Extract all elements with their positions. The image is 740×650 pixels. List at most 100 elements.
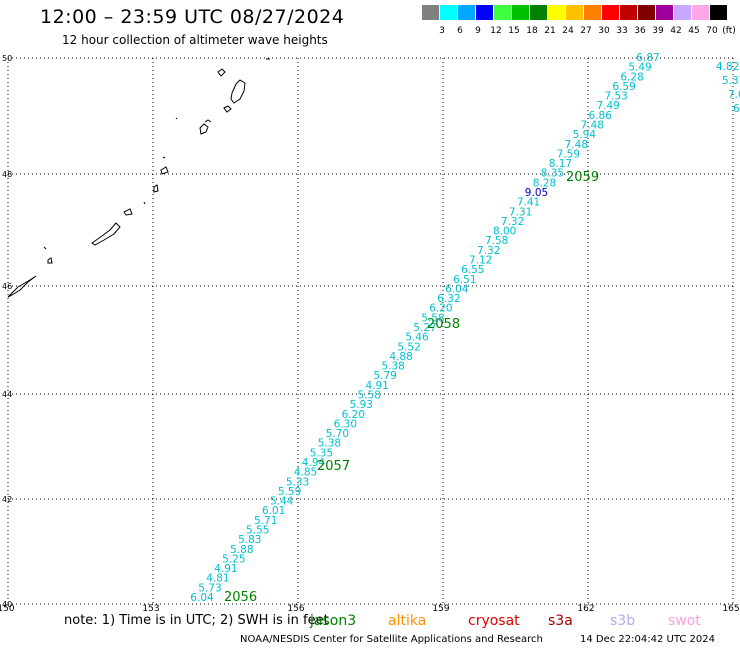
swh-value: 6.20 <box>342 409 365 421</box>
swh-value: 4.91 <box>366 380 389 392</box>
swh-value: 8.35 <box>541 168 564 180</box>
color-scale-tick: 3 <box>439 26 445 36</box>
swh-value: 6.59 <box>612 81 635 93</box>
swh-value: 5.70 <box>326 428 349 440</box>
swh-value: 5.83 <box>238 534 261 546</box>
swh-value: 8.17 <box>549 158 572 170</box>
swh-value: 7.31 <box>509 206 532 218</box>
mission-label: jason3 <box>310 613 357 629</box>
lat-label: 46 <box>2 282 12 291</box>
swh-value: 7.59 <box>557 148 580 160</box>
color-swatch <box>512 5 529 20</box>
latitude-labels: 50 48 46 44 42 40 <box>2 54 12 609</box>
swh-value: 5.94 <box>573 129 597 141</box>
swh-value: 6.51 <box>453 274 476 286</box>
mission-label: s3b <box>610 613 636 629</box>
swh-value: 8.28 <box>533 177 556 189</box>
color-scale-tick: 45 <box>688 26 700 36</box>
swh-track: 6.875.496.286.597.537.496.867.485.947.48… <box>190 52 659 604</box>
swh-value: 9.05 <box>525 187 548 199</box>
swh-value: 5.25 <box>222 553 245 565</box>
mission-label: swot <box>668 613 701 629</box>
swh-value: 4.88 <box>389 351 412 363</box>
swh-value: 4.91 <box>214 563 237 575</box>
swh-value: 5.52 <box>397 341 420 353</box>
pass-time-label: 2059 <box>566 170 599 185</box>
color-scale-tick: 36 <box>634 26 646 36</box>
swh-value: 5.79 <box>373 370 396 382</box>
color-swatch <box>602 5 619 20</box>
color-scale-tick: 30 <box>598 26 610 36</box>
pass-time-markers: 2059 2058 2057 2056 <box>224 170 599 605</box>
pass-time-label: 2058 <box>427 317 460 332</box>
swh-value: 7.41 <box>517 197 540 209</box>
color-swatch <box>710 5 727 20</box>
lat-label: 42 <box>2 495 12 504</box>
swh-value-edge: 5.37 <box>722 75 740 87</box>
swh-value: 5.38 <box>318 438 341 450</box>
swh-value: 5.44 <box>270 496 294 508</box>
color-scale-tick: 21 <box>544 26 556 36</box>
lat-lon-grid <box>7 57 734 605</box>
coastline <box>7 58 270 298</box>
color-swatch <box>476 5 493 20</box>
swh-value: 5.49 <box>628 62 651 74</box>
color-scale-tick: 6 <box>457 26 463 36</box>
longitude-labels: 150 153 156 159 162 165 <box>0 604 740 614</box>
swh-value: 5.33 <box>286 476 309 488</box>
lon-label: 156 <box>287 604 304 614</box>
color-scale-unit: (ft) <box>722 26 736 36</box>
swh-value: 5.38 <box>381 361 404 373</box>
swh-value: 6.04 <box>190 592 214 604</box>
swh-value: 5.73 <box>198 582 221 594</box>
lon-label: 165 <box>722 604 739 614</box>
swh-value: 5.88 <box>230 544 253 556</box>
page-subtitle: 12 hour collection of altimeter wave hei… <box>62 33 328 47</box>
color-swatch <box>620 5 637 20</box>
swh-value: 5.71 <box>254 515 277 527</box>
credit-line: NOAA/NESDIS Center for Satellite Applica… <box>240 634 543 645</box>
mission-label: altika <box>388 613 427 629</box>
lat-label: 50 <box>2 54 12 63</box>
color-scale-tick: 39 <box>652 26 664 36</box>
swh-value: 7.53 <box>604 91 627 103</box>
page-title: 12:00 – 23:59 UTC 08/27/2024 <box>40 6 345 28</box>
lon-label: 159 <box>432 604 449 614</box>
swh-value: 7.32 <box>477 245 500 257</box>
color-swatch <box>548 5 565 20</box>
color-scale-tick: 15 <box>508 26 520 36</box>
lat-label: 44 <box>2 390 12 399</box>
lat-label: 40 <box>2 600 12 609</box>
swh-value: 6.87 <box>636 52 659 64</box>
color-swatch <box>692 5 709 20</box>
swh-value: 6.01 <box>262 505 285 517</box>
color-scale-tick: 24 <box>562 26 574 36</box>
swh-value-edge: 6 <box>733 103 740 115</box>
swh-value: 5.58 <box>421 312 444 324</box>
footer-note: note: 1) Time is in UTC; 2) SWH is in fe… <box>64 613 329 628</box>
color-scale-tick: 9 <box>475 26 481 36</box>
swh-value: 6.28 <box>620 71 643 83</box>
lon-label: 150 <box>0 604 15 614</box>
color-scale-tick: 42 <box>670 26 682 36</box>
swh-value: 5.35 <box>310 447 333 459</box>
swh-value: 6.04 <box>445 283 469 295</box>
color-swatch <box>584 5 601 20</box>
color-scale-tick: 70 <box>706 26 718 36</box>
generation-timestamp: 14 Dec 22:04:42 UTC 2024 <box>580 634 715 645</box>
color-scale-tick: 18 <box>526 26 538 36</box>
lon-label: 162 <box>577 604 594 614</box>
pass-time-label: 2057 <box>317 459 350 474</box>
swh-value: 7.49 <box>596 100 619 112</box>
swh-value: 4.81 <box>206 573 229 585</box>
swh-value-edge: 4.82 <box>716 61 739 73</box>
swh-value: 5.46 <box>405 332 429 344</box>
swh-value: 5.93 <box>350 399 373 411</box>
swh-value: 6.86 <box>589 110 613 122</box>
color-scale-tick: 33 <box>616 26 628 36</box>
swh-value: 7.32 <box>501 216 524 228</box>
swh-value: 7.12 <box>469 255 492 267</box>
swh-value-edge: 7.0 <box>728 89 740 101</box>
mission-label: cryosat <box>468 613 520 629</box>
